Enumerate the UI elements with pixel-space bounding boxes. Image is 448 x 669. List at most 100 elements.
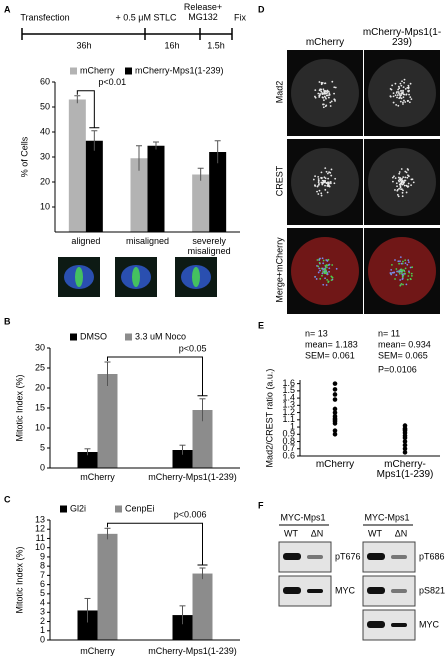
- micrograph-spot: [316, 190, 318, 193]
- x-tick-label: severely misaligned: [187, 236, 231, 256]
- error-bar: [199, 567, 206, 580]
- panel-label: F: [258, 500, 264, 510]
- micrograph-spot: [400, 84, 403, 87]
- x-tick-label: mCherry: [80, 472, 115, 482]
- micrograph-spot: [401, 181, 403, 183]
- blot-band: [367, 621, 385, 628]
- micrograph-spot: [323, 268, 326, 271]
- micrograph-spot: [317, 92, 320, 95]
- legend-swatch: [60, 505, 67, 513]
- y-tick-label: 1: [40, 625, 45, 635]
- blot-title: MYC-Mps1: [280, 512, 325, 522]
- legend-label: mCherry-Mps1(1-239): [135, 65, 224, 75]
- y-tick-label: 40: [40, 126, 50, 136]
- micrograph-spot: [335, 267, 338, 270]
- micrograph-spot: [327, 280, 330, 283]
- micrograph-spot: [402, 274, 405, 277]
- micrograph-spot: [318, 189, 321, 192]
- micrograph-spot: [324, 167, 327, 170]
- bar: [192, 410, 213, 468]
- micrograph-spot: [401, 272, 403, 275]
- bar: [77, 610, 98, 640]
- micrograph-spot: [392, 101, 395, 104]
- column-header-box: mCherry: [306, 38, 344, 48]
- micrograph-spot: [397, 195, 400, 198]
- micrograph-spot: [407, 275, 410, 277]
- micrograph-spot: [405, 93, 408, 96]
- micrograph-spot: [395, 268, 398, 270]
- x-tick-label-box: severely misaligned: [187, 236, 231, 256]
- micrograph-spot: [392, 180, 394, 183]
- micrograph-spot: [400, 269, 403, 271]
- legend-label: Gl2i: [70, 503, 86, 513]
- micrograph-spot: [396, 189, 399, 192]
- micrograph-spot: [394, 177, 397, 180]
- micrograph-spot: [318, 259, 321, 261]
- data-point: [332, 410, 338, 415]
- thumbnail-chromatin: [132, 267, 140, 287]
- micrograph-spot: [325, 182, 328, 184]
- timeline-duration: 1.5h: [207, 40, 225, 50]
- timeline-duration: 36h: [76, 40, 91, 50]
- column-header: mCherry-Mps1(1-239): [362, 28, 442, 48]
- micrograph-spot: [323, 176, 326, 179]
- micrograph-spot: [400, 262, 403, 265]
- micrograph-spot: [328, 270, 330, 273]
- y-tick-label: 30: [40, 151, 50, 161]
- blot-band: [367, 587, 385, 594]
- micrograph-spot: [401, 191, 404, 194]
- data-point: [332, 387, 338, 392]
- lane-label: ΔN: [311, 528, 324, 538]
- panel-label: D: [258, 4, 265, 14]
- stat-annotation: SEM= 0.061: [305, 350, 355, 360]
- micrograph-spot: [333, 86, 336, 89]
- micrograph-spot: [398, 171, 401, 173]
- legend-label: 3.3 uM Noco: [135, 331, 186, 341]
- p-value: p<0.006: [174, 510, 207, 520]
- micrograph-spot: [399, 256, 402, 259]
- timeline-step: Fix: [234, 12, 246, 22]
- micrograph-spot: [320, 267, 323, 270]
- micrograph-spot: [410, 272, 413, 275]
- micrograph-spot: [325, 259, 328, 261]
- y-axis-label: % of Cells: [19, 136, 29, 177]
- micrograph-spot: [411, 178, 414, 181]
- micrograph-spot: [314, 175, 316, 178]
- x-tick-label: aligned: [71, 236, 101, 246]
- micrograph-spot: [328, 94, 330, 96]
- micrograph-spot: [328, 185, 331, 188]
- micrograph-spot: [397, 85, 400, 88]
- micrograph-spot: [331, 80, 334, 83]
- micrograph-spot: [404, 259, 407, 262]
- micrograph-spot: [328, 267, 331, 270]
- micrograph-spot: [326, 279, 329, 281]
- micrograph-spot: [321, 92, 324, 95]
- bar: [209, 152, 227, 232]
- micrograph-spot: [408, 89, 410, 92]
- micrograph-spot: [318, 267, 321, 270]
- x-tick-label: mCherry: [80, 646, 115, 656]
- micrograph-spot: [408, 270, 410, 273]
- micrograph-spot: [412, 181, 415, 184]
- micrograph-spot: [319, 277, 322, 280]
- micrograph-spot: [326, 172, 329, 175]
- micrograph-spot: [322, 106, 325, 109]
- micrograph-spot: [401, 195, 404, 198]
- data-point: [332, 392, 338, 397]
- micrograph-spot: [398, 87, 401, 90]
- micrograph-spot: [319, 257, 321, 260]
- micrograph-spot: [333, 182, 336, 185]
- micrograph-spot: [391, 176, 394, 179]
- y-tick-label: 6: [40, 579, 45, 589]
- significance-bracket: [76, 90, 100, 129]
- error-bar: [179, 444, 186, 455]
- x-tick-label-box: mCherry-Mps1(1-239): [377, 460, 434, 480]
- micrograph-spot: [403, 270, 406, 273]
- micrograph-spot: [403, 273, 405, 275]
- micrograph-spot: [397, 104, 400, 107]
- micrograph-spot: [399, 82, 402, 85]
- x-tick-label-box: mCherry: [316, 460, 354, 470]
- micrograph-spot: [400, 283, 403, 285]
- column-header-box: mCherry-Mps1(1-239): [362, 28, 442, 48]
- micrograph-spot: [327, 90, 330, 93]
